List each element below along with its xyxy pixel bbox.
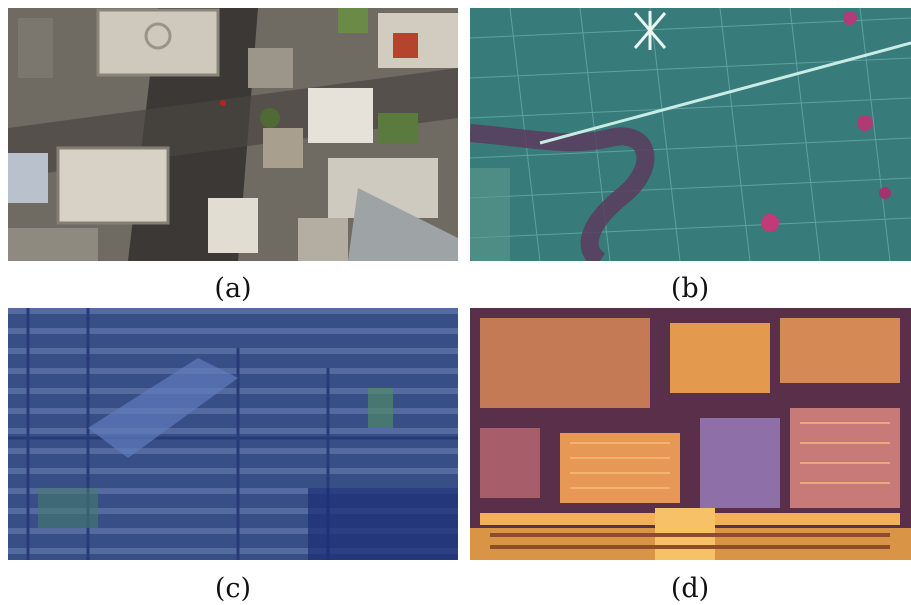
aerial-city-photo (8, 8, 458, 261)
caption-c: (c) (214, 573, 252, 604)
chip-micrograph-orange (470, 308, 911, 560)
caption-d: (d) (670, 573, 710, 604)
caption-b: (b) (670, 273, 710, 304)
satellite-image (470, 8, 911, 261)
chip-micrograph-blue (8, 308, 458, 560)
caption-a: (a) (214, 273, 252, 304)
